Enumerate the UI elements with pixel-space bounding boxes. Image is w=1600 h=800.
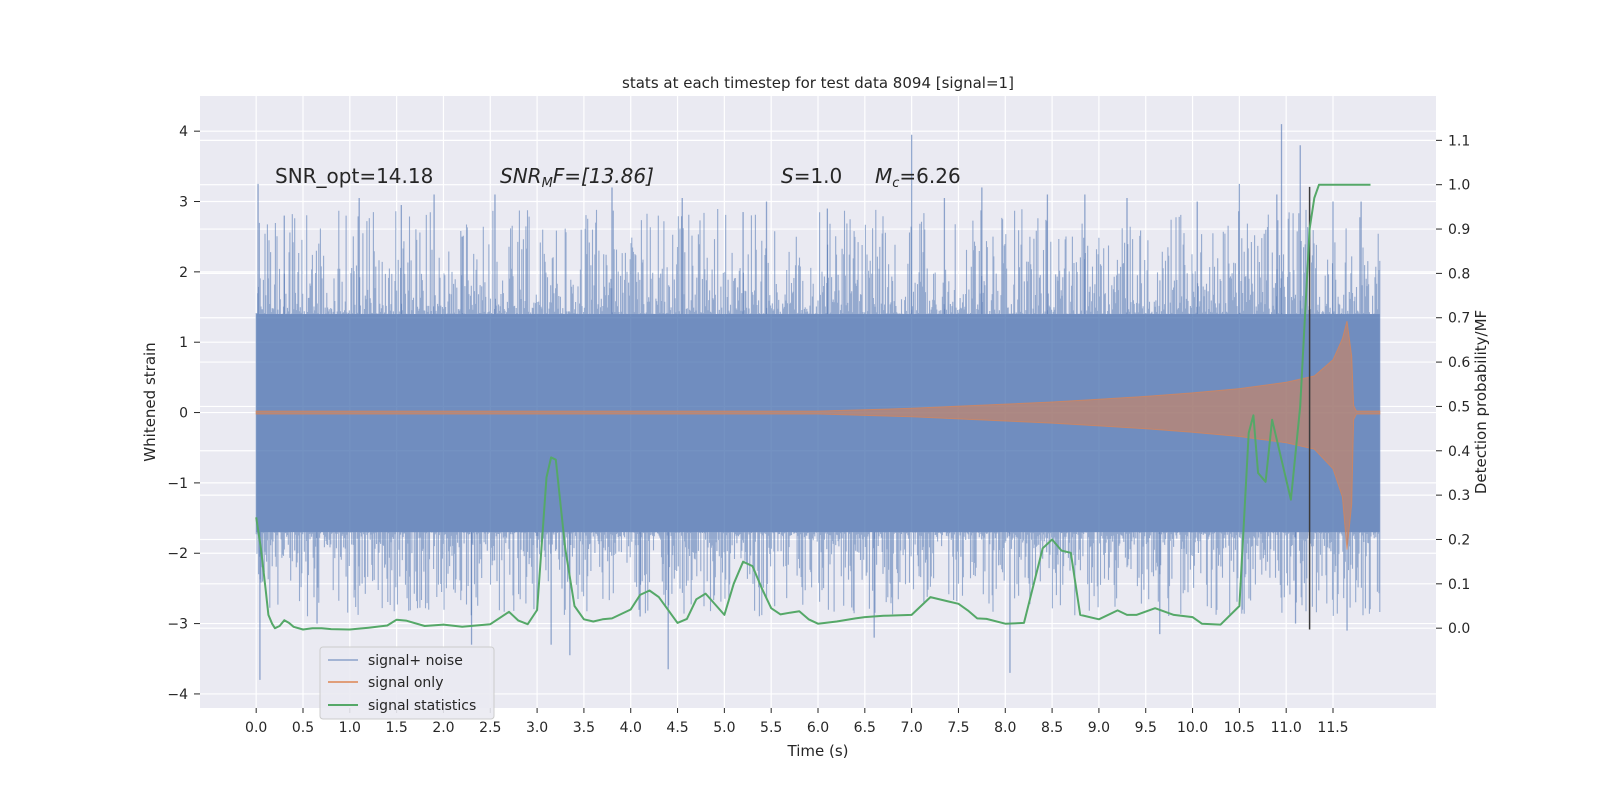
x-tick-label: 2.5	[479, 720, 501, 736]
signal-only-area	[255, 320, 1381, 550]
x-tick-label: 4.5	[666, 720, 688, 736]
x-tick-label: 1.5	[386, 720, 408, 736]
right-y-tick-label: 0.8	[1448, 266, 1470, 282]
right-y-tick-label: 0.9	[1448, 222, 1470, 238]
right-y-axis-ticks: 0.0 0.1 0.2 0.3 0.4 0.5 0.6 0.7 0.8 0.9 1.0 1.1	[1436, 133, 1470, 637]
right-y-tick-label: 0.5	[1448, 399, 1470, 415]
signal-statistics-series	[255, 183, 1371, 631]
x-tick-label: 3.0	[526, 720, 548, 736]
signal-statistics-line	[255, 183, 1371, 631]
right-y-tick-label: 0.0	[1448, 621, 1470, 637]
right-y-axis-title: Detection probability/MF	[1472, 310, 1490, 494]
right-y-tick-label: 0.1	[1448, 577, 1470, 593]
x-tick-label: 2.0	[432, 720, 454, 736]
x-tick-label: 0.5	[292, 720, 314, 736]
right-y-tick-label: 1.0	[1448, 178, 1470, 194]
left-y-tick-label: 1	[179, 335, 188, 351]
s-annotation: S=1.0	[781, 164, 842, 188]
signal-only-series	[255, 320, 1381, 550]
left-y-tick-label: 0	[179, 406, 188, 422]
snr-mf-annotation: SNRMF=[13.86]	[500, 164, 654, 191]
chart-title: stats at each timestep for test data 809…	[622, 74, 1014, 92]
left-y-tick-label: 4	[179, 124, 188, 140]
left-y-tick-label: −3	[167, 617, 188, 633]
x-axis-title: Time (s)	[787, 742, 849, 760]
x-tick-label: 6.0	[807, 720, 829, 736]
x-tick-label: 11.5	[1317, 720, 1348, 736]
x-tick-label: 4.0	[620, 720, 642, 736]
mc-annotation: Mc=6.26	[875, 164, 961, 191]
x-tick-label: 11.0	[1271, 720, 1302, 736]
x-tick-label: 9.0	[1088, 720, 1110, 736]
legend: signal+ noise signal only signal statist…	[319, 646, 495, 720]
left-y-tick-label: 3	[179, 195, 188, 211]
right-y-tick-label: 0.6	[1448, 355, 1470, 371]
x-tick-label: 3.5	[573, 720, 595, 736]
x-tick-label: 5.0	[713, 720, 735, 736]
legend-box	[319, 646, 495, 720]
left-y-axis-title: Whitened strain	[141, 342, 159, 461]
left-y-tick-label: −4	[167, 687, 188, 703]
x-tick-label: 8.0	[994, 720, 1016, 736]
legend-label-signal-only: signal only	[368, 675, 443, 691]
snr-opt-annotation: SNR_opt=14.18	[275, 164, 433, 188]
x-tick-label: 10.5	[1224, 720, 1255, 736]
left-y-axis-ticks: −4 −3 −2 −1 0 1 2 3 4	[167, 124, 200, 703]
x-tick-label: 5.5	[760, 720, 782, 736]
right-y-tick-label: 0.7	[1448, 311, 1470, 327]
x-tick-label: 0.0	[245, 720, 267, 736]
x-tick-label: 9.5	[1135, 720, 1157, 736]
x-tick-label: 1.0	[339, 720, 361, 736]
x-tick-label: 8.5	[1041, 720, 1063, 736]
x-tick-label: 10.0	[1177, 720, 1208, 736]
right-y-tick-label: 0.4	[1448, 444, 1470, 460]
left-y-tick-label: 2	[179, 265, 188, 281]
right-y-tick-label: 1.1	[1448, 133, 1470, 149]
left-y-tick-label: −1	[167, 476, 188, 492]
x-tick-label: 7.5	[947, 720, 969, 736]
x-tick-label: 7.0	[901, 720, 923, 736]
left-y-tick-label: −2	[167, 546, 188, 562]
right-y-tick-label: 0.3	[1448, 488, 1470, 504]
legend-label-signal-statistics: signal statistics	[368, 698, 476, 714]
x-axis-ticks: 0.0 0.5 1.0 1.5 2.0 2.5 3.0 3.5 4.0 4.5 5.0 5.5 6.0 6…	[245, 708, 1349, 736]
legend-label-signal-noise: signal+ noise	[368, 653, 463, 669]
x-tick-label: 6.5	[854, 720, 876, 736]
right-y-tick-label: 0.2	[1448, 532, 1470, 548]
